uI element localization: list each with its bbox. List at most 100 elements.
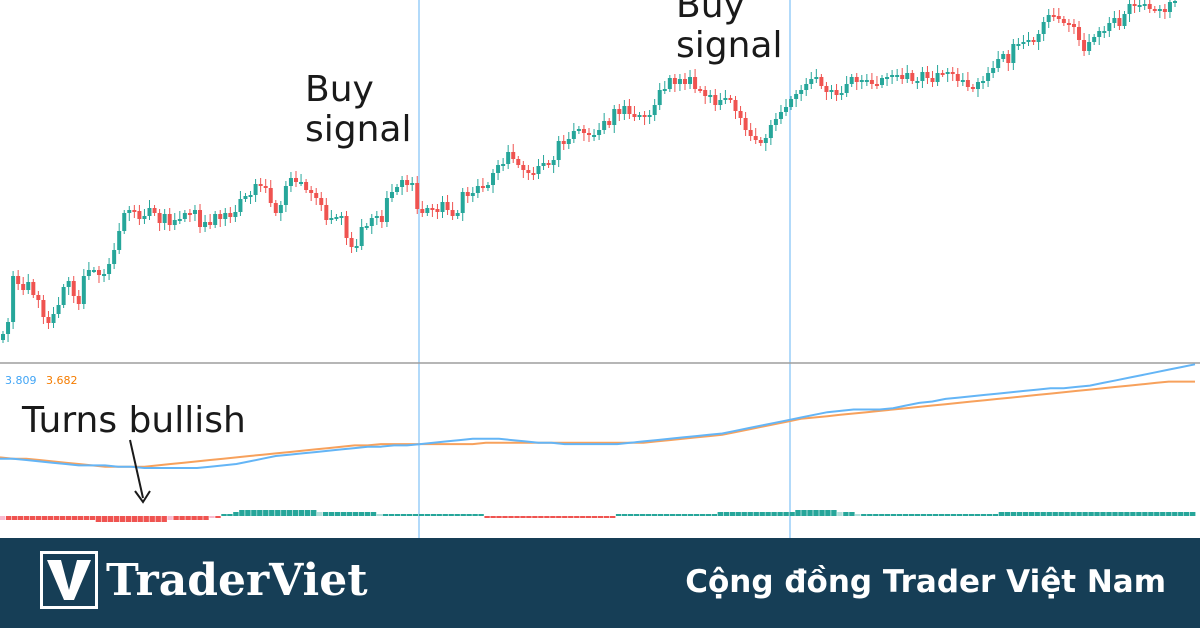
candle-body (127, 210, 132, 213)
candle-body (743, 118, 748, 130)
candle-body (218, 214, 223, 219)
candle-body (915, 81, 920, 83)
fast-line (0, 363, 1196, 469)
histogram-bar (1172, 512, 1178, 516)
candle-body (157, 213, 162, 223)
candle-body (622, 106, 627, 114)
candle-body (465, 192, 470, 196)
candle-body (364, 226, 369, 228)
candle-body (652, 105, 657, 115)
candle-body (849, 77, 854, 84)
candle-body (278, 205, 283, 213)
slow-line (0, 380, 1195, 468)
histogram-bar (610, 516, 616, 518)
candle-body (1066, 23, 1071, 25)
histogram-bar (376, 514, 383, 516)
candle-body (854, 77, 859, 82)
histogram-bar (460, 514, 466, 516)
histogram-bar (723, 512, 729, 516)
histogram-bar (107, 516, 113, 522)
histogram-bar (1112, 512, 1118, 516)
candle-body (829, 90, 834, 92)
histogram-bar (687, 514, 694, 516)
histogram-bar (191, 516, 197, 520)
candle-body (753, 136, 758, 140)
brand-name: TraderViet (106, 555, 368, 606)
candle-body (839, 93, 844, 95)
histogram-bar (12, 516, 18, 520)
histogram-bar (352, 512, 359, 516)
histogram-bar (699, 514, 706, 516)
histogram-bar (496, 516, 502, 518)
candle-body (81, 276, 86, 304)
histogram-bar (490, 516, 496, 518)
candle-body (117, 231, 122, 250)
histogram-bar (370, 512, 377, 516)
candle-body (172, 220, 177, 225)
histogram-bar (544, 516, 550, 518)
candle-body (1071, 24, 1076, 27)
histogram-bar (137, 516, 143, 522)
candle-body (273, 203, 278, 213)
candle-body (789, 99, 794, 107)
histogram-bar (1124, 512, 1130, 516)
histogram-bar (759, 512, 765, 516)
histogram-bar (795, 510, 801, 516)
candle-body (536, 166, 541, 174)
candle-body (450, 210, 455, 216)
histogram-bar (586, 516, 592, 518)
histogram-bar (251, 510, 257, 516)
candle-body (930, 78, 935, 82)
histogram-bar (71, 516, 78, 520)
candle-body (107, 264, 112, 274)
candle-body (981, 81, 986, 83)
candle-body (41, 300, 46, 317)
candle-body (960, 80, 965, 82)
histogram-bar (813, 510, 819, 516)
histogram-bar (1094, 512, 1100, 516)
histogram-bar (831, 510, 837, 516)
histogram-bar (717, 512, 723, 516)
histogram-bar (245, 510, 251, 516)
candle-body (213, 214, 218, 225)
candle-body (799, 90, 804, 94)
histogram-bar (89, 516, 96, 520)
candle-body (470, 193, 475, 196)
candle-body (112, 250, 117, 264)
histogram-bar (789, 512, 795, 516)
candle-body (975, 82, 980, 89)
histogram-bar (113, 516, 119, 522)
histogram-bar (550, 516, 556, 518)
candle-body (26, 282, 31, 290)
candle-body (516, 159, 521, 165)
candle-body (778, 112, 783, 119)
candle-body (1117, 18, 1122, 26)
candle-body (258, 184, 263, 186)
histogram-bar (287, 510, 293, 516)
histogram-bar (1160, 512, 1166, 516)
candle-body (76, 296, 81, 304)
candle-body (1112, 18, 1117, 23)
histogram-bar (131, 516, 137, 522)
histogram-bar (1034, 512, 1040, 516)
histogram-bar (801, 510, 807, 516)
candle-body (1046, 15, 1051, 22)
candle-body (925, 72, 930, 78)
candle-body (66, 281, 71, 287)
histogram-bar (914, 514, 921, 516)
histogram-bar (83, 516, 90, 520)
candle-body (1167, 2, 1172, 12)
histogram-bar (65, 516, 72, 520)
histogram-bar (753, 512, 759, 516)
candle-body (844, 84, 849, 93)
histogram-bar (1130, 512, 1136, 516)
candle-body (996, 59, 1001, 68)
histogram-bar (1052, 512, 1058, 516)
chart-canvas (0, 0, 1200, 538)
candle-body (970, 87, 975, 89)
histogram-bar (161, 516, 167, 522)
histogram-bar (239, 510, 245, 516)
slow-value: 3.682 (46, 374, 78, 387)
candle-body (395, 187, 400, 192)
candle-body (253, 184, 258, 195)
